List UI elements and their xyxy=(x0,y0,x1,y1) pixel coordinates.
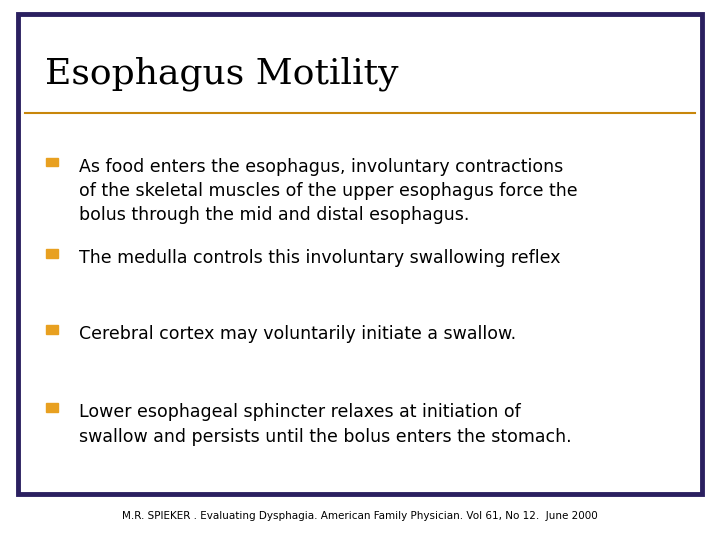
Text: As food enters the esophagus, involuntary contractions
of the skeletal muscles o: As food enters the esophagus, involuntar… xyxy=(79,158,578,224)
FancyBboxPatch shape xyxy=(18,14,702,494)
Text: Esophagus Motility: Esophagus Motility xyxy=(45,57,399,91)
Text: Cerebral cortex may voluntarily initiate a swallow.: Cerebral cortex may voluntarily initiate… xyxy=(79,325,516,343)
Text: The medulla controls this involuntary swallowing reflex: The medulla controls this involuntary sw… xyxy=(79,249,561,267)
Bar xyxy=(46,158,58,166)
Bar xyxy=(46,403,58,412)
Text: M.R. SPIEKER . Evaluating Dysphagia. American Family Physician. Vol 61, No 12.  : M.R. SPIEKER . Evaluating Dysphagia. Ame… xyxy=(122,511,598,521)
Text: Lower esophageal sphincter relaxes at initiation of
swallow and persists until t: Lower esophageal sphincter relaxes at in… xyxy=(79,403,572,446)
Bar xyxy=(46,249,58,258)
Bar xyxy=(46,325,58,334)
